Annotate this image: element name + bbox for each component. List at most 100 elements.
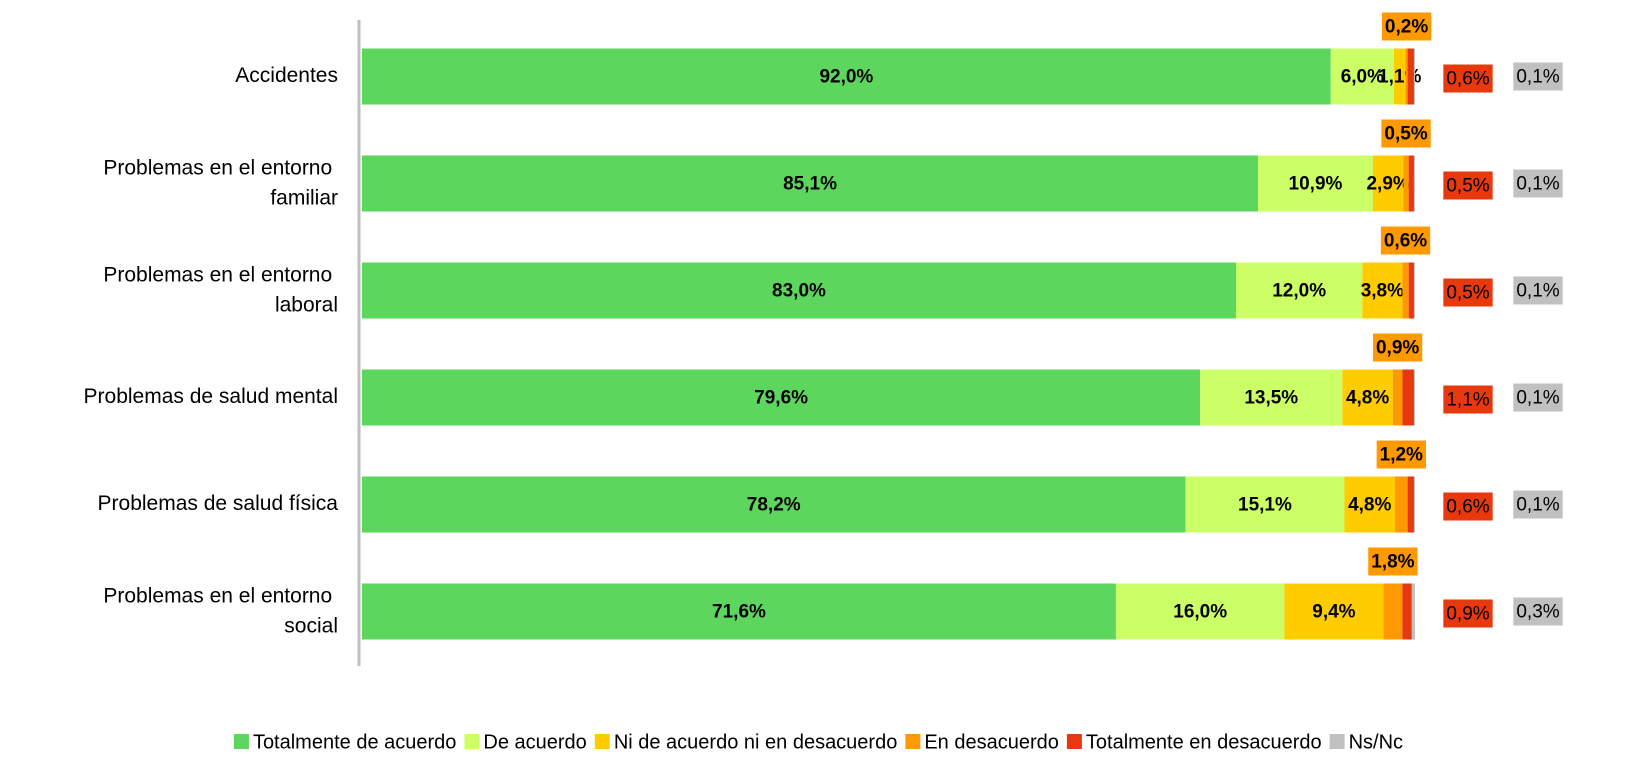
label-background (1513, 490, 1563, 519)
bar-segment (362, 262, 1236, 319)
value-label: 0,1% (1516, 281, 1559, 302)
value-label-box: 0,1% (1513, 490, 1563, 519)
value-label: 4,8% (1346, 388, 1389, 409)
value-label-box: 0,5% (1443, 171, 1493, 200)
value-label-box: 1,2% (1376, 440, 1426, 469)
legend-label: Ni de acuerdo ni en desacuerdo (614, 731, 898, 753)
label-background (1443, 385, 1493, 414)
value-label: 0,1% (1516, 388, 1559, 409)
category-label: Accidentes (235, 64, 338, 87)
bar-segment (1405, 48, 1408, 105)
label-background (1376, 440, 1426, 469)
bar-segment (1392, 369, 1403, 426)
bar-segment (1407, 476, 1414, 533)
value-label-box: 0,6% (1443, 492, 1493, 521)
value-label-box: 0,6% (1443, 64, 1493, 93)
bar-segment (1413, 262, 1415, 319)
bar-segment (362, 476, 1186, 533)
bar-segment (1330, 48, 1394, 105)
value-label: 6,0% (1341, 67, 1384, 88)
bar-segment (1342, 369, 1393, 426)
value-label-box: 0,5% (1381, 119, 1431, 148)
label-background (1513, 62, 1563, 91)
value-label: 9,4% (1312, 602, 1355, 623)
category-label: Problemas en el entorno social (103, 584, 338, 637)
value-label: 15,1% (1238, 495, 1292, 516)
bar-segment (1413, 476, 1415, 533)
bar-segment (1284, 583, 1384, 640)
value-label: 1,1% (1446, 390, 1489, 411)
bar-segment (1408, 155, 1414, 212)
bar-segment (1402, 583, 1412, 640)
legend-label: Totalmente en desacuerdo (1086, 731, 1322, 753)
bar-segment (362, 583, 1116, 640)
value-label: 0,5% (1446, 176, 1489, 197)
bar-segment (1200, 369, 1343, 426)
value-label: 0,6% (1446, 69, 1489, 90)
value-label: 13,5% (1244, 388, 1298, 409)
value-label-box: 0,9% (1443, 599, 1493, 628)
bar-segment (1413, 369, 1415, 426)
bar-segment (1235, 262, 1363, 319)
value-label: 79,6% (754, 388, 808, 409)
category-label: Problemas en el entorno familiar (103, 156, 338, 209)
label-background (1443, 171, 1493, 200)
value-label: 0,1% (1516, 67, 1559, 88)
value-label: 78,2% (747, 495, 801, 516)
legend-swatch (464, 734, 480, 749)
value-label: 0,9% (1376, 338, 1419, 359)
value-label: 0,5% (1446, 283, 1489, 304)
value-label: 92,0% (819, 67, 873, 88)
category-label: Problemas de salud mental (84, 385, 338, 408)
label-background (1513, 383, 1563, 412)
bar-segment (1394, 476, 1408, 533)
value-label-box: 0,9% (1372, 333, 1423, 362)
value-label: 0,6% (1446, 497, 1489, 518)
label-background (1372, 333, 1423, 362)
bar-segment (1393, 48, 1406, 105)
value-label: 0,1% (1516, 495, 1559, 516)
value-label: 0,1% (1516, 174, 1559, 195)
bar-segment (1362, 262, 1403, 319)
label-background (1443, 492, 1493, 521)
legend-label: De acuerdo (483, 731, 586, 753)
value-label: 12,0% (1272, 281, 1326, 302)
value-label-box: 0,1% (1513, 169, 1563, 198)
bar-segment (1403, 155, 1409, 212)
legend-swatch (594, 734, 610, 749)
legend-label: En desacuerdo (924, 731, 1059, 753)
value-label: 0,9% (1446, 604, 1489, 625)
value-label: 10,9% (1289, 174, 1343, 195)
bar-segment (1402, 369, 1414, 426)
bar-segment (1413, 48, 1415, 105)
value-label-box: 0,1% (1513, 383, 1563, 412)
legend-label: Ns/Nc (1349, 731, 1403, 753)
bar-segment (1372, 155, 1404, 212)
value-label: 85,1% (783, 174, 837, 195)
bar-segment (1258, 155, 1373, 212)
label-background (1443, 278, 1493, 307)
value-label-box: 0,3% (1513, 597, 1563, 626)
value-label: 4,8% (1348, 495, 1391, 516)
value-label: 16,0% (1173, 602, 1227, 623)
bar-segment (1344, 476, 1395, 533)
label-background (1381, 12, 1432, 41)
value-label-box: 0,1% (1513, 276, 1563, 305)
value-label: 2,9% (1366, 174, 1409, 195)
legend-swatch (1066, 734, 1082, 749)
bar-segment (362, 48, 1331, 105)
category-label: Problemas de salud física (98, 492, 339, 515)
value-label-box: 1,1% (1443, 385, 1493, 414)
value-label-box: 1,8% (1368, 547, 1418, 576)
value-label: 0,2% (1385, 17, 1428, 38)
value-label: 83,0% (772, 281, 826, 302)
label-background (1381, 119, 1431, 148)
value-label: 0,6% (1384, 231, 1427, 252)
value-label: 3,8% (1361, 281, 1404, 302)
value-label-box: 0,6% (1380, 226, 1431, 255)
bar-segment (362, 369, 1201, 426)
label-background (1443, 64, 1493, 93)
value-label: 71,6% (712, 602, 766, 623)
bar-segment (1411, 583, 1415, 640)
label-background (1380, 226, 1431, 255)
